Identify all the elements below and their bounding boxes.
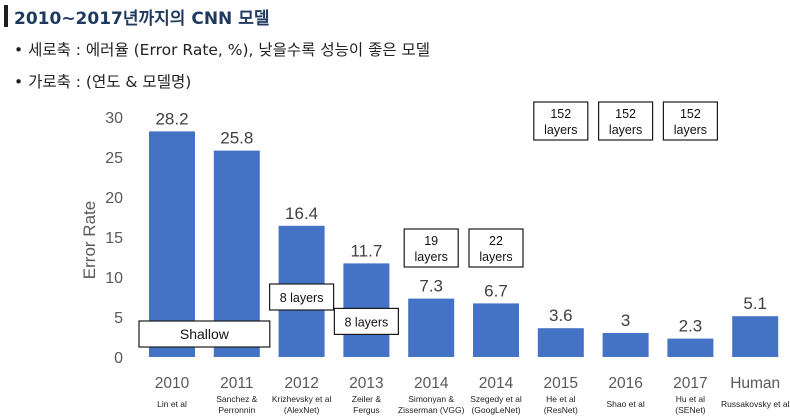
bar	[473, 303, 519, 357]
annotation-frame	[468, 228, 524, 268]
value-label: 3	[621, 311, 630, 330]
x-tick-model-name: (GoogLeNet)	[471, 405, 520, 415]
x-tick-year: Human	[730, 375, 780, 392]
x-tick-year: 2014	[479, 375, 514, 392]
x-tick-model-name: Lin et al	[157, 399, 187, 409]
x-tick-model-name: Szegedy et al	[470, 394, 522, 404]
annotation-box: 8 layers	[333, 307, 399, 335]
y-axis-ticks: 0 5 10 15 20 25 30	[105, 110, 123, 367]
annotation-frame	[333, 307, 399, 335]
value-label: 7.3	[419, 277, 443, 296]
annotation-text: 152	[615, 107, 636, 121]
page-title: 2010~2017년까지의 CNN 모델	[14, 9, 270, 29]
value-label: 5.1	[743, 294, 767, 313]
annotation-text: layers	[479, 250, 512, 264]
bar	[667, 338, 714, 357]
bar	[732, 316, 779, 357]
x-tick-model-name: Perronnin	[218, 405, 255, 415]
annotation-box: 22 layers	[468, 228, 524, 268]
annotation-text: 152	[680, 107, 701, 121]
x-tick-model-name: Simonyan &	[408, 394, 454, 404]
y-tick-label: 20	[105, 190, 123, 207]
x-tick-year: 2012	[284, 375, 318, 392]
annotation-box: 152 layers	[662, 101, 719, 141]
bar	[602, 333, 649, 357]
value-label: 11.7	[350, 241, 382, 260]
bullet-x-axis-description: • 가로축 : (연도 & 모델명)	[14, 73, 192, 91]
x-tick-year: 2016	[608, 375, 642, 392]
y-axis-label: Error Rate	[80, 201, 99, 279]
annotation-frame	[533, 101, 589, 141]
value-label: 16.4	[285, 204, 318, 223]
annotation-text: 19	[424, 234, 438, 248]
y-tick-label: 5	[114, 310, 123, 327]
bar	[149, 131, 195, 357]
annotation-box: 19 layers	[403, 228, 459, 268]
bar	[537, 328, 584, 357]
y-tick-label: 15	[105, 230, 123, 247]
annotation-frame	[138, 320, 271, 348]
x-tick-model-name: Hu et al	[676, 394, 705, 404]
value-label: 6.7	[484, 281, 508, 300]
x-tick-model-name: (ResNet)	[544, 405, 578, 415]
annotation-frame	[269, 283, 335, 311]
x-tick-model-name: (AlexNet)	[284, 405, 320, 415]
annotation-text: Shallow	[180, 326, 230, 342]
annotation-box: Shallow	[138, 320, 271, 348]
annotation-box: 8 layers	[269, 283, 335, 311]
bar	[408, 298, 455, 357]
value-label: 3.6	[549, 306, 573, 325]
x-tick-year: 2011	[220, 375, 253, 392]
bullet-y-axis-description: • 세로축 : 에러율 (Error Rate, %), 낮을수록 성능이 좋은…	[14, 41, 431, 59]
x-tick-model-name: He et al	[546, 394, 575, 404]
annotation-text: layers	[609, 123, 642, 137]
annotation-frame	[597, 101, 654, 141]
x-axis-labels: 2010 Lin et al 2011 Sanchez &Perronnin 2012 K…	[155, 375, 790, 415]
x-tick-year: 2013	[349, 375, 383, 392]
x-tick-year: 2017	[673, 375, 707, 392]
annotation-frame	[662, 101, 719, 141]
x-tick-model-name: Sanchez &	[216, 394, 257, 404]
value-label: 25.8	[220, 129, 253, 148]
x-tick-model-name: Zeiler &	[352, 394, 382, 404]
x-tick-model-name: (SENet)	[675, 405, 705, 415]
y-tick-label: 25	[105, 150, 123, 167]
x-tick-model-name: Krizhevsky et al	[272, 394, 332, 404]
x-tick-model-name: Russakovsky et al	[721, 399, 790, 409]
annotation-text: 22	[489, 234, 503, 248]
value-label: 2.3	[679, 317, 703, 336]
value-labels: 28.2 25.8 16.4 11.7 7.3 6.7 3.6 3 2.3 5.1	[155, 109, 767, 335]
x-tick-year: 2014	[414, 375, 449, 392]
annotation-text: layers	[415, 250, 448, 264]
annotation-text: 8 layers	[345, 315, 389, 329]
x-tick-model-name: Shao et al	[606, 399, 644, 409]
annotation-box: 152 layers	[533, 101, 589, 141]
x-tick-year: 2015	[544, 375, 578, 392]
annotation-box: 152 layers	[597, 101, 654, 141]
annotation-text: layers	[544, 123, 577, 137]
y-tick-label: 30	[105, 110, 123, 127]
annotation-frame	[403, 228, 459, 268]
title-accent-bar	[4, 5, 8, 27]
x-tick-model-name: Fergus	[353, 405, 379, 415]
y-tick-label: 10	[105, 270, 123, 287]
annotation-text: layers	[674, 123, 707, 137]
x-tick-model-name: Zisserman (VGG)	[398, 405, 465, 415]
value-label: 28.2	[155, 109, 188, 128]
x-tick-year: 2010	[155, 375, 190, 392]
y-tick-label: 0	[114, 350, 123, 367]
annotation-text: 8 layers	[280, 291, 324, 305]
annotation-text: 152	[550, 107, 571, 121]
